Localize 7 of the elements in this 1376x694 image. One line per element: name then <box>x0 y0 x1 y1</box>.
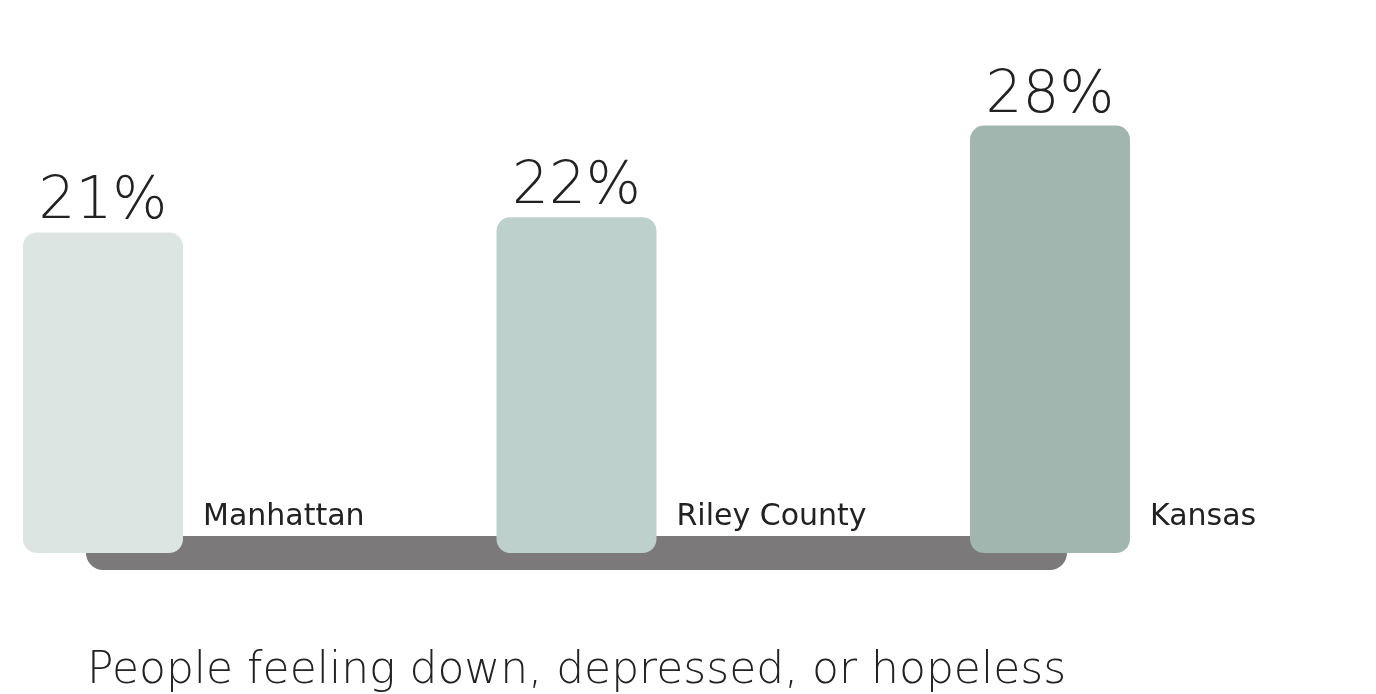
data-label: 21% <box>38 164 168 233</box>
x-tick-label: Manhattan <box>203 496 365 532</box>
x-tick-label: Kansas <box>1150 496 1257 532</box>
data-label: 28% <box>985 57 1115 126</box>
data-label: 22% <box>512 149 641 218</box>
x-tick-label: Riley County <box>676 496 867 532</box>
x-axis-title: People feeling down, depressed, or hopeless <box>86 641 1067 693</box>
